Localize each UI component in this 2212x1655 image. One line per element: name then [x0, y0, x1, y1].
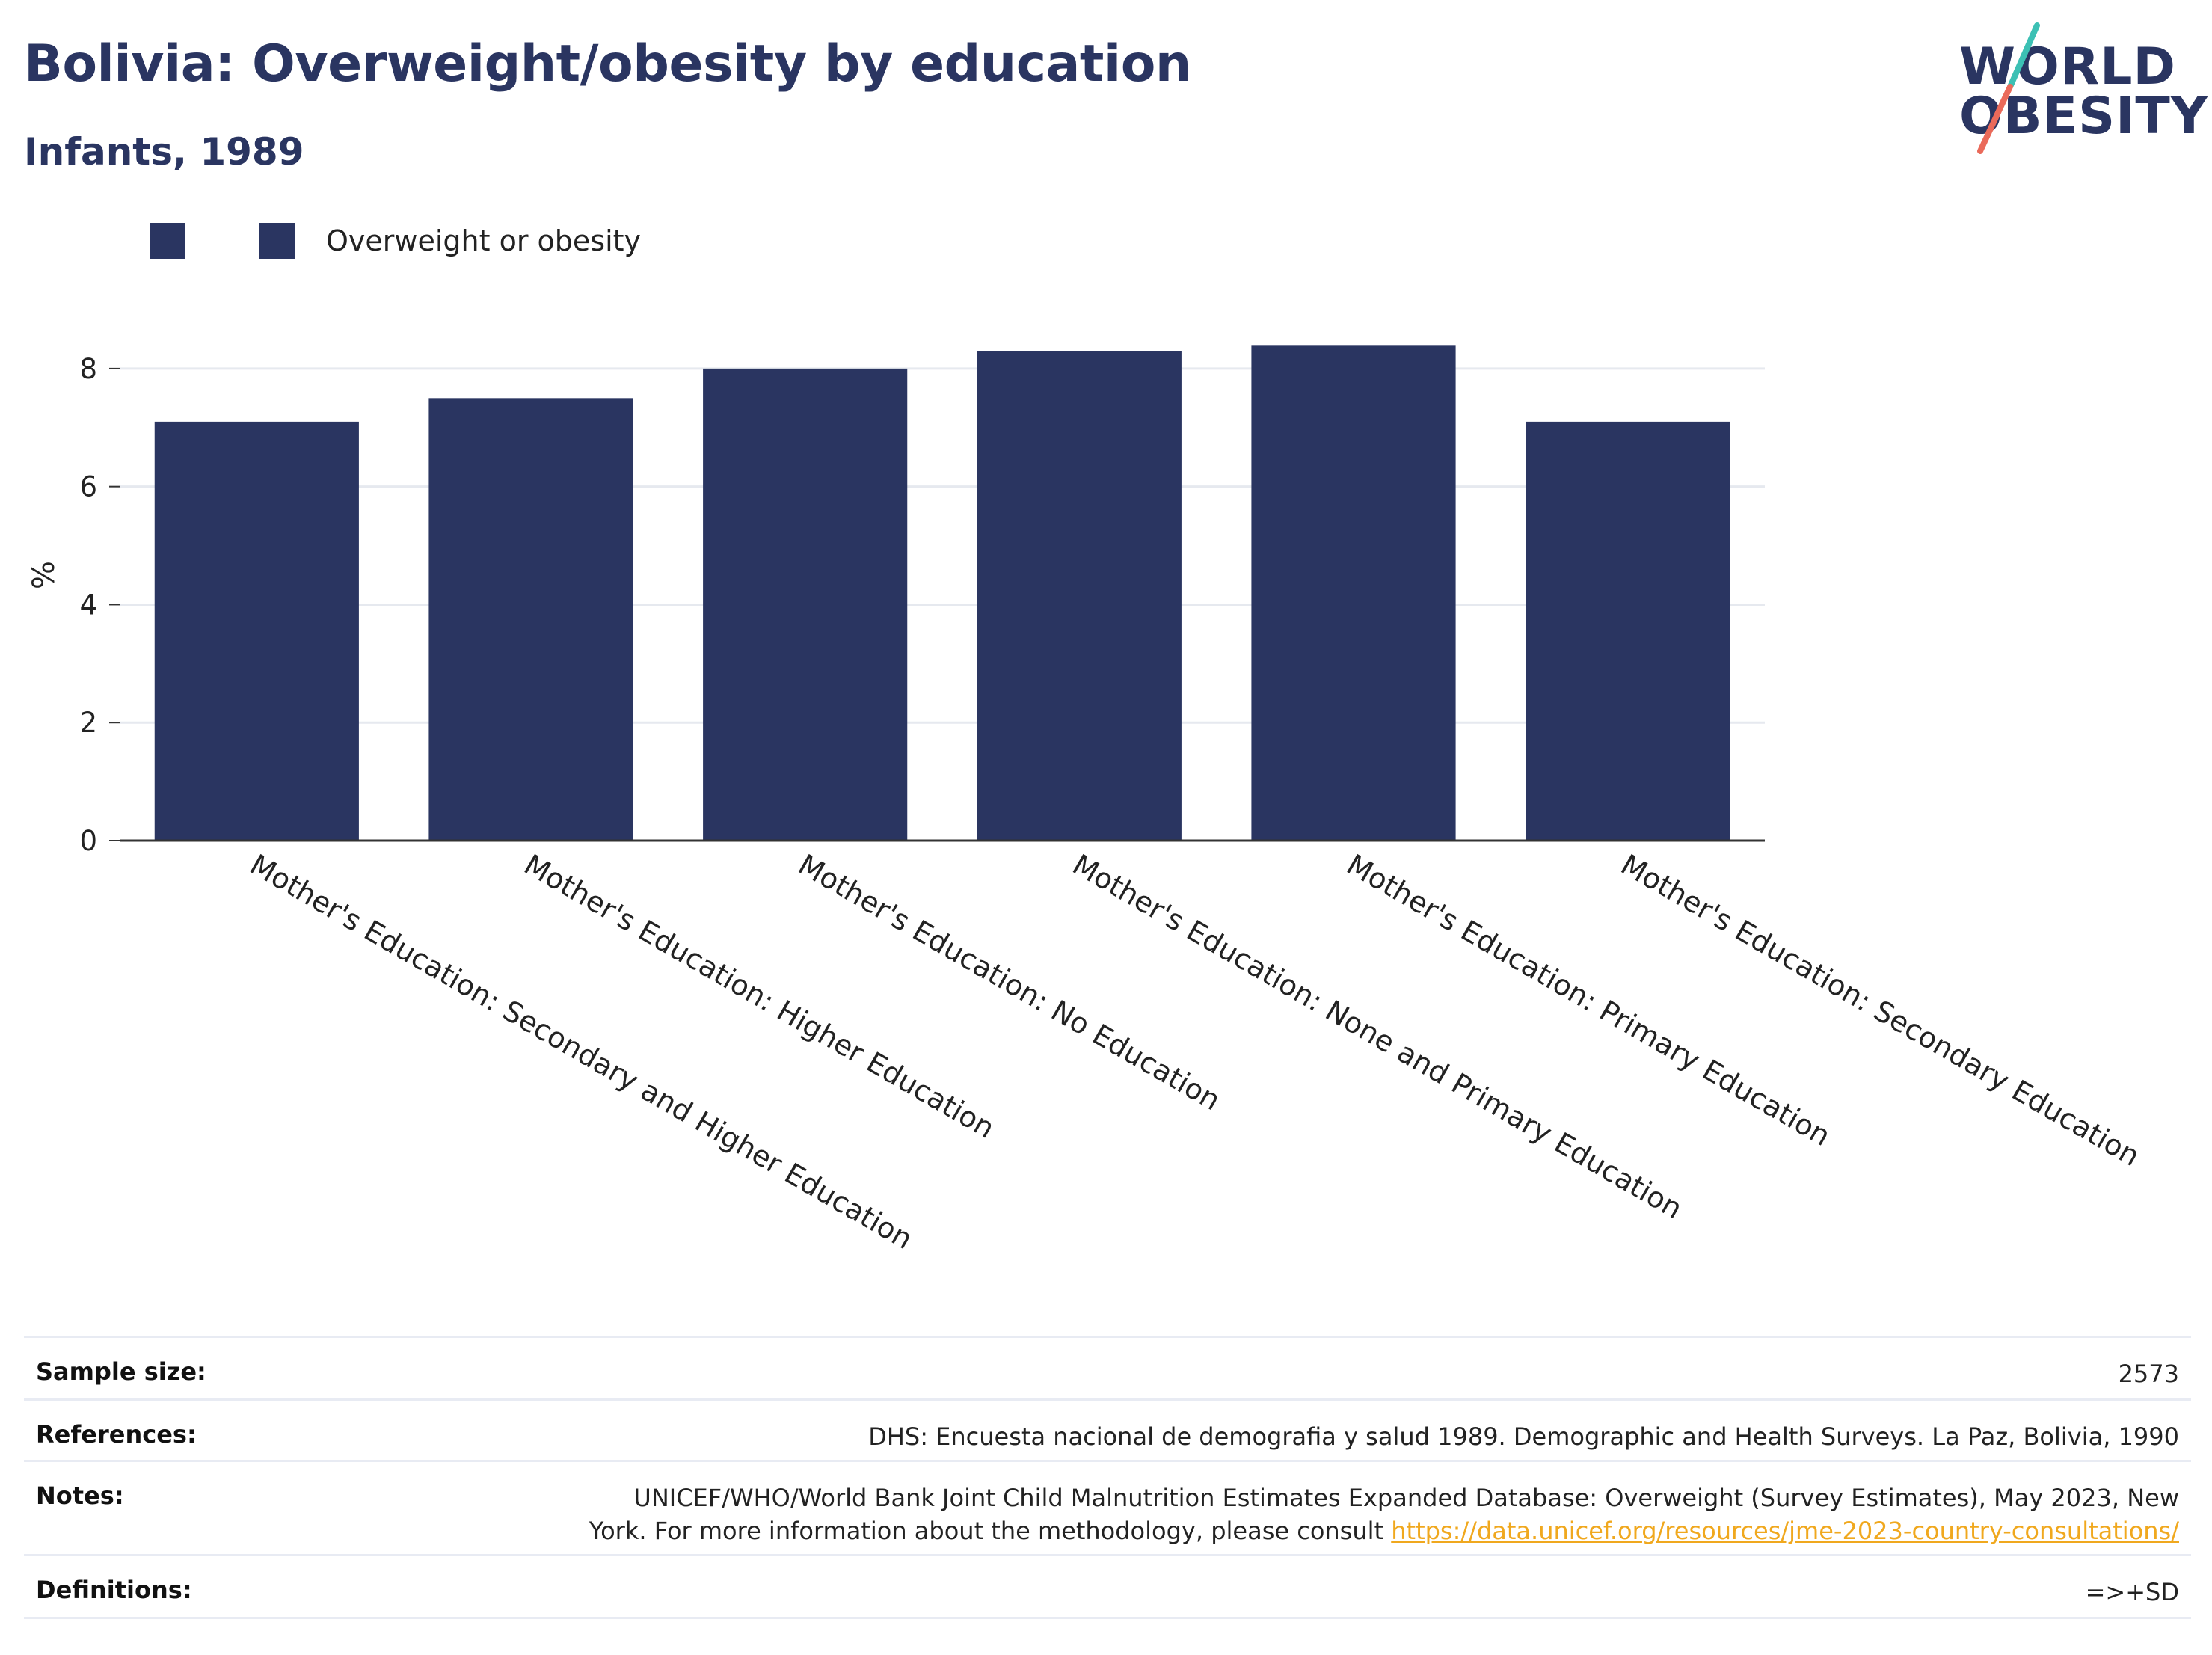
- metadata-bottom-divider: [24, 1617, 2191, 1619]
- metadata-table: Sample size: 2573 References: DHS: Encue…: [24, 1336, 2191, 1619]
- definitions-row: Definitions: =>+SD: [24, 1554, 2191, 1617]
- y-tick-label: 0: [79, 825, 97, 857]
- bar[interactable]: [1251, 345, 1456, 841]
- y-axis-label: %: [27, 561, 61, 589]
- notes-value: UNICEF/WHO/World Bank Joint Child Malnut…: [589, 1481, 2179, 1547]
- bar[interactable]: [977, 351, 1182, 841]
- x-tick-label: Mother's Education: No Education: [793, 848, 1226, 1117]
- references-value: DHS: Encuesta nacional de demografia y s…: [868, 1422, 2179, 1451]
- bar[interactable]: [154, 421, 359, 841]
- chart-bars: [154, 345, 1730, 841]
- bar[interactable]: [428, 398, 633, 841]
- definitions-label: Definitions:: [36, 1576, 192, 1604]
- page-subtitle: Infants, 1989: [24, 130, 304, 174]
- chart-gridlines: [120, 367, 1765, 724]
- notes-text-line1: UNICEF/WHO/World Bank Joint Child Malnut…: [633, 1484, 2179, 1512]
- x-axis-ticks: Mother's Education: Secondary and Higher…: [245, 848, 2145, 1256]
- logo-word-world: WORLD: [1959, 37, 2176, 96]
- references-label: References:: [36, 1420, 197, 1449]
- logo-word-obesity: OBESITY: [1959, 87, 2208, 146]
- page-title: Bolivia: Overweight/obesity by education: [24, 34, 1191, 93]
- x-tick-label: Mother's Education: Secondary Education: [1615, 848, 2145, 1173]
- legend-swatch-toggle[interactable]: [150, 223, 185, 259]
- sample-size-label: Sample size:: [36, 1357, 206, 1386]
- y-axis-ticks: 0 2 4 6 8: [79, 353, 120, 857]
- world-obesity-logo: WORLD OBESITY: [1944, 22, 2208, 157]
- sample-size-value: 2573: [2118, 1360, 2179, 1388]
- definitions-value: =>+SD: [2085, 1578, 2179, 1606]
- y-tick-label: 8: [79, 353, 97, 385]
- notes-row: Notes: UNICEF/WHO/World Bank Joint Child…: [24, 1460, 2191, 1554]
- x-tick-label: Mother's Education: None and Primary Edu…: [1067, 848, 1688, 1226]
- notes-text-line2: York. For more information about the met…: [589, 1517, 1384, 1545]
- y-tick-label: 4: [79, 589, 97, 621]
- bar[interactable]: [703, 368, 908, 841]
- logo-slash-icon: [1977, 22, 2040, 154]
- bar[interactable]: [1526, 421, 1730, 841]
- notes-link[interactable]: https://data.unicef.org/resources/jme-20…: [1391, 1517, 2179, 1545]
- x-tick-label: Mother's Education: Higher Education: [519, 848, 1001, 1145]
- y-tick-label: 6: [79, 471, 97, 503]
- x-tick-label: Mother's Education: Primary Education: [1342, 848, 1837, 1152]
- sample-size-row: Sample size: 2573: [24, 1336, 2191, 1398]
- bar-chart: 0 2 4 6 8 Mother's Education: Secondary and …: [27, 345, 2145, 1256]
- references-row: References: DHS: Encuesta nacional de de…: [24, 1398, 2191, 1460]
- legend-swatch-overweight-or-obesity[interactable]: [259, 223, 295, 259]
- notes-label: Notes:: [36, 1481, 124, 1510]
- legend-label-overweight-or-obesity: Overweight or obesity: [326, 224, 642, 257]
- y-tick-label: 2: [79, 707, 97, 739]
